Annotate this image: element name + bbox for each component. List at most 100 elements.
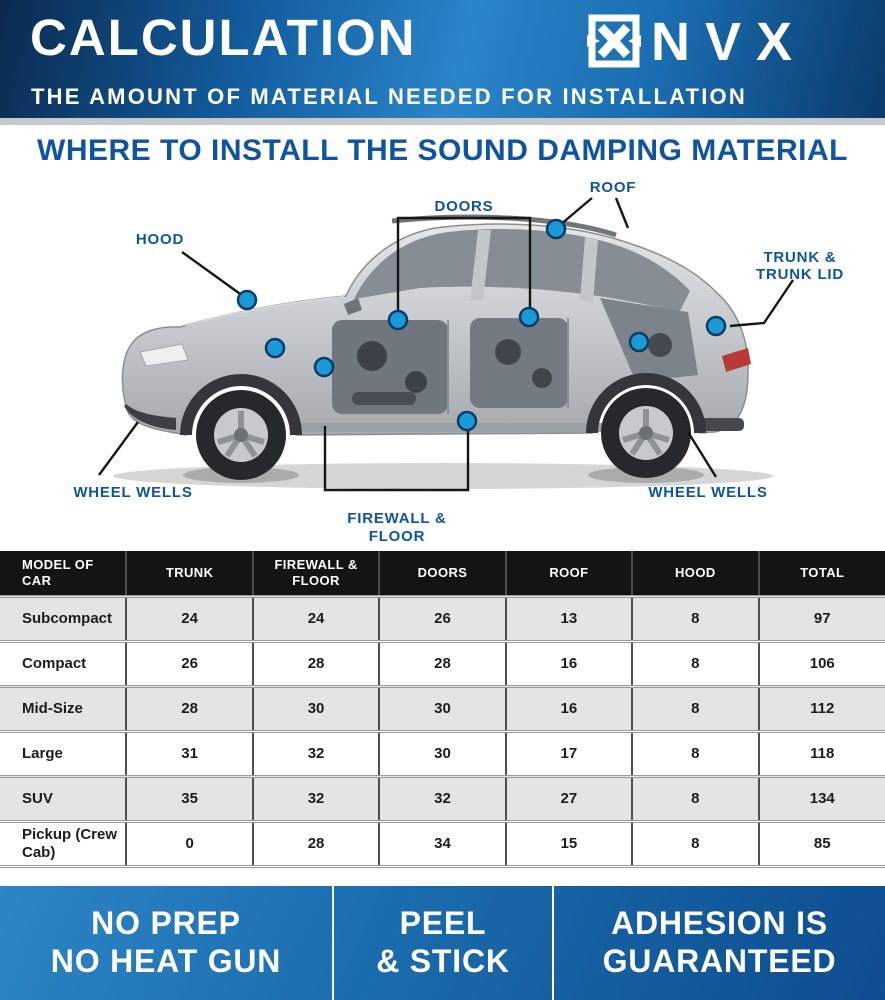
value-cell: 32	[379, 776, 507, 823]
value-cell: 28	[252, 641, 381, 688]
value-cell: 13	[505, 596, 634, 643]
headlight	[139, 343, 189, 367]
table-header-row: MODEL OF CAR TRUNK FIREWALL & FLOOR DOORS RO…	[0, 551, 885, 598]
header-subtitle: THE AMOUNT OF MATERIAL NEEDED FOR INSTAL…	[31, 84, 747, 109]
value-cell: 30	[379, 686, 507, 733]
table-row: SUV 35 32 32 27 8 134	[0, 776, 885, 823]
label-firewall-line1: FIREWALL &	[347, 510, 446, 527]
materials-table: MODEL OF CAR TRUNK FIREWALL & FLOOR DOORS RO…	[0, 551, 885, 868]
value-cell: 134	[758, 776, 885, 823]
label-firewall-line2: FLOOR	[369, 528, 426, 545]
value-cell: 30	[379, 731, 507, 778]
value-cell: 16	[505, 686, 634, 733]
callout-dot-hood	[236, 289, 258, 311]
value-cell: 28	[126, 686, 254, 733]
footer-line: & STICK	[376, 943, 510, 979]
front-arch	[180, 374, 302, 436]
value-cell: 31	[126, 731, 254, 778]
model-cell: Pickup (Crew Cab)	[0, 821, 128, 868]
rear-wheel	[601, 388, 691, 478]
side-mirror	[344, 298, 362, 315]
callout-dot-fender-front	[264, 337, 286, 359]
label-wheel-wells-left: WHEEL WELLS	[73, 484, 192, 501]
model-cell: Mid-Size	[0, 686, 128, 733]
label-doors: DOORS	[434, 198, 493, 215]
materials-table-wrap: MODEL OF CAR TRUNK FIREWALL & FLOOR DOORS RO…	[0, 551, 885, 868]
footer-line: NO PREP	[91, 905, 241, 942]
value-cell: 8	[632, 641, 760, 688]
value-cell: 26	[126, 641, 254, 688]
value-cell: 8	[632, 776, 760, 823]
footer-item-peel-stick: PEEL & STICK	[332, 886, 554, 1000]
callout-dot-trunk	[705, 315, 727, 337]
footer-line: NO HEAT GUN	[50, 943, 282, 979]
column-header: DOORS	[379, 551, 507, 598]
footer-line: PEEL	[399, 905, 487, 942]
value-cell: 27	[505, 776, 634, 823]
c-pillar	[580, 237, 598, 303]
column-header: HOOD	[632, 551, 760, 598]
value-cell: 32	[252, 776, 381, 823]
value-cell: 24	[252, 596, 381, 643]
nvx-mark-icon	[587, 14, 641, 68]
label-roof: ROOF	[590, 179, 637, 196]
section-heading: WHERE TO INSTALL THE SOUND DAMPING MATER…	[37, 134, 848, 167]
value-cell: 112	[758, 686, 885, 733]
value-cell: 30	[252, 686, 381, 733]
callout-dot-firewall	[456, 410, 478, 432]
value-cell: 8	[632, 596, 760, 643]
footer-item-no-prep: NO PREP NO HEAT GUN	[0, 886, 332, 1000]
column-header: TOTAL	[758, 551, 885, 598]
value-cell: 28	[379, 641, 507, 688]
table-row: Mid-Size 28 30 30 16 8 112	[0, 686, 885, 733]
column-header: ROOF	[505, 551, 634, 598]
value-cell: 26	[379, 596, 507, 643]
value-cell: 17	[505, 731, 634, 778]
value-cell: 8	[632, 731, 760, 778]
value-cell: 106	[758, 641, 885, 688]
value-cell: 118	[758, 731, 885, 778]
value-cell: 85	[758, 821, 885, 868]
label-wheel-wells-right: WHEEL WELLS	[648, 484, 767, 501]
callout-dot-rocker	[313, 356, 335, 378]
header-banner: CALCULATION NVX THE AMOUNT OF MATERIAL N…	[0, 0, 885, 118]
taillight	[722, 348, 751, 372]
column-header: FIREWALL & FLOOR	[252, 551, 381, 598]
value-cell: 8	[632, 821, 760, 868]
car-shadow	[113, 463, 773, 489]
rear-bumper	[700, 418, 744, 431]
hood-crease	[184, 296, 345, 326]
label-trunk-line1: TRUNK &	[763, 249, 836, 266]
value-cell: 35	[126, 776, 254, 823]
value-cell: 16	[505, 641, 634, 688]
label-hood: HOOD	[136, 231, 184, 248]
callout-dot-door-rear	[518, 306, 540, 328]
model-cell: Subcompact	[0, 596, 128, 643]
leader-lines	[98, 197, 794, 492]
table-row: Large 31 32 30 17 8 118	[0, 731, 885, 778]
front-wheel	[196, 390, 286, 480]
callout-dot-roof	[545, 218, 567, 240]
label-trunk-line2: TRUNK LID	[756, 266, 844, 283]
footer-line: GUARANTEED	[602, 943, 837, 979]
model-cell: Compact	[0, 641, 128, 688]
callout-dot-fender-rear	[628, 331, 650, 353]
value-cell: 32	[252, 731, 381, 778]
page-title: CALCULATION	[30, 9, 417, 66]
header-divider	[0, 118, 885, 125]
model-cell: Large	[0, 731, 128, 778]
value-cell: 28	[252, 821, 381, 868]
footer-line: ADHESION IS	[611, 905, 828, 942]
brand-text: NVX	[651, 13, 807, 71]
callout-dot-door-front	[387, 309, 409, 331]
car-illustration: HOOD DOORS ROOF TRUNK & TRUNK LID WHEEL …	[73, 179, 844, 545]
value-cell: 0	[126, 821, 254, 868]
value-cell: 34	[379, 821, 507, 868]
table-row: Compact 26 28 28 16 8 106	[0, 641, 885, 688]
rear-arch	[586, 373, 706, 434]
value-cell: 97	[758, 596, 885, 643]
table-row: Subcompact 24 24 26 13 8 97	[0, 596, 885, 643]
footer-item-adhesion: ADHESION IS GUARANTEED	[554, 886, 885, 1000]
car-diagram: HOOD DOORS ROOF TRUNK & TRUNK LID WHEEL …	[0, 170, 885, 545]
value-cell: 24	[126, 596, 254, 643]
